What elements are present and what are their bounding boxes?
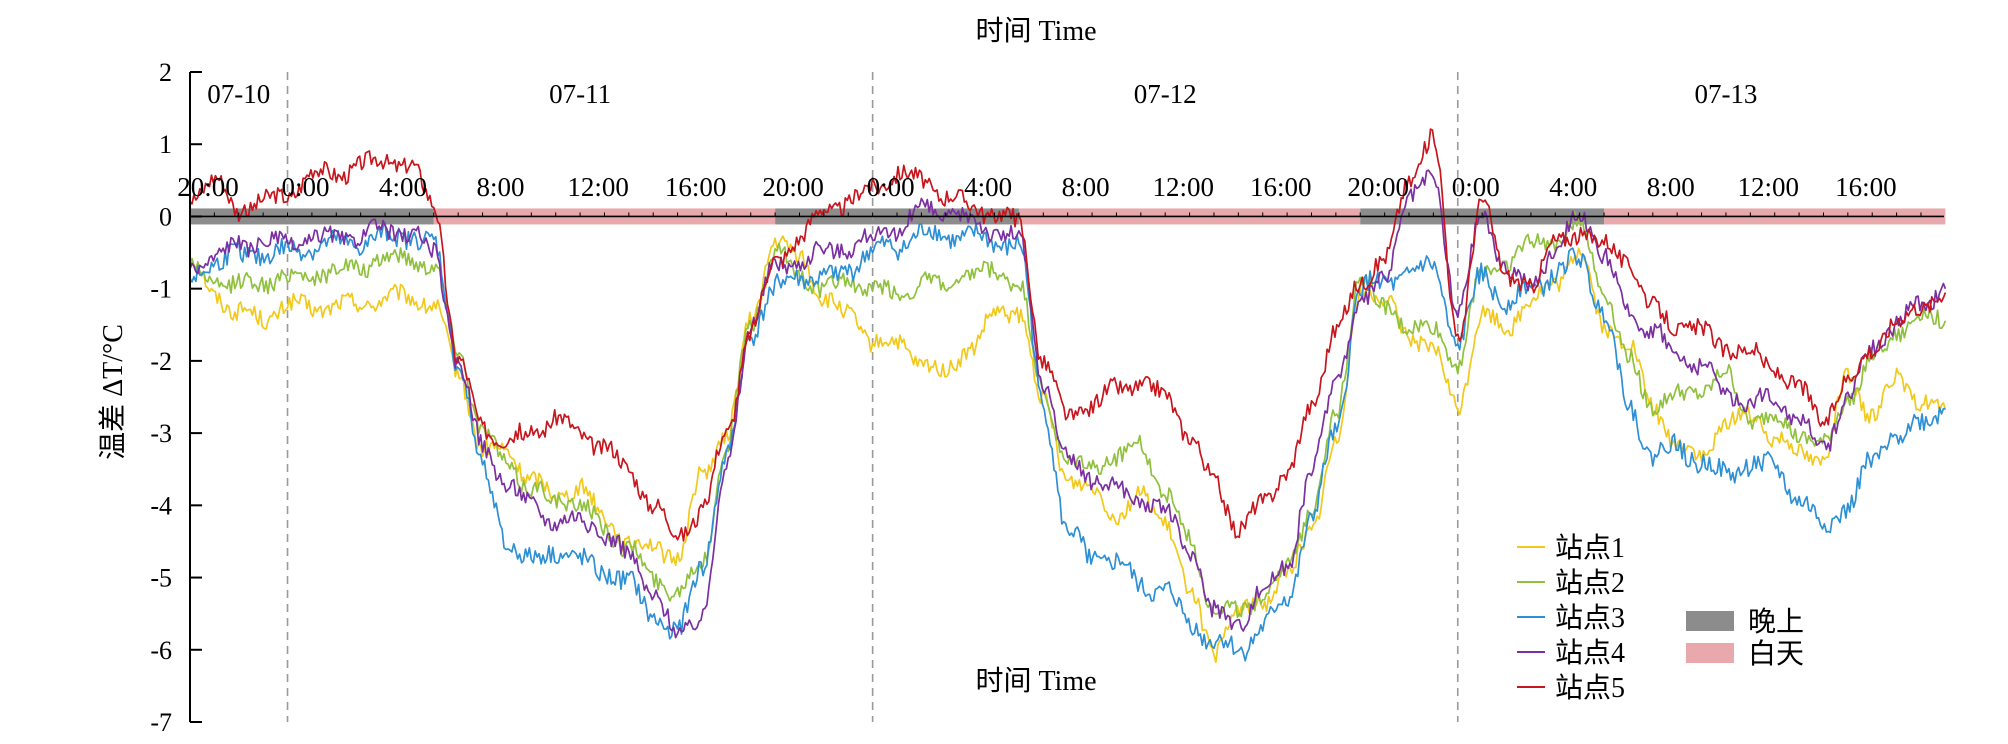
- legend-label-3: 站点3: [1555, 602, 1625, 634]
- y-tick-label: -5: [150, 564, 172, 593]
- time-tick-label: 8:00: [1647, 172, 1695, 202]
- time-tick-label: 12:00: [567, 172, 629, 202]
- time-tick-label: 12:00: [1152, 172, 1214, 202]
- series-line-4: [190, 170, 1945, 637]
- y-tick-label: -1: [150, 275, 172, 304]
- series-line-3: [190, 222, 1945, 660]
- y-tick-label: 0: [159, 202, 172, 231]
- legend-label-night: 晚上: [1748, 606, 1804, 638]
- y-tick-label: -3: [150, 419, 172, 448]
- time-tick-label: 4:00: [379, 172, 427, 202]
- legend-label-1: 站点1: [1555, 532, 1625, 564]
- time-tick-label: 8:00: [477, 172, 525, 202]
- time-tick-label: 20:00: [762, 172, 824, 202]
- y-tick-label: -4: [150, 491, 172, 520]
- y-tick-label: 2: [159, 58, 172, 87]
- time-tick-label: 20:00: [1347, 172, 1409, 202]
- time-tick-label: 16:00: [665, 172, 727, 202]
- legend-swatch-day: [1686, 643, 1734, 663]
- legend-label-2: 站点2: [1555, 567, 1625, 599]
- date-label: 07-11: [549, 79, 611, 109]
- time-tick-label: 20:00: [177, 172, 239, 202]
- time-tick-label: 0:00: [282, 172, 330, 202]
- y-tick-label: -6: [150, 636, 172, 665]
- y-tick-label: -2: [150, 347, 172, 376]
- time-tick-label: 16:00: [1250, 172, 1312, 202]
- y-tick-label: -7: [150, 708, 172, 737]
- time-tick-label: 16:00: [1835, 172, 1897, 202]
- series-line-1: [190, 236, 1945, 662]
- time-tick-label: 12:00: [1738, 172, 1800, 202]
- legend-label-day: 白天: [1748, 638, 1804, 670]
- day-separators: [288, 72, 1458, 722]
- date-label: 07-10: [207, 79, 270, 109]
- y-tick-label: 1: [159, 130, 172, 159]
- time-tick-label: 4:00: [1549, 172, 1597, 202]
- y-axis-title: 温差 ΔT/°C: [97, 324, 129, 460]
- time-tick-label: 8:00: [1062, 172, 1110, 202]
- date-label: 07-13: [1694, 79, 1757, 109]
- chart-title: 时间 Time: [975, 15, 1096, 47]
- time-tick-labels: 20:00 0:00 4:00 8:00 12:00 16:00 20:00 0:00 4:00…: [177, 172, 1896, 202]
- time-tick-label: 0:00: [867, 172, 915, 202]
- legend-label-5: 站点5: [1555, 672, 1625, 704]
- date-labels: 07-10 07-11 07-12 07-13: [207, 79, 1757, 109]
- time-tick-label: 0:00: [1452, 172, 1500, 202]
- date-label: 07-12: [1134, 79, 1197, 109]
- time-tick-label: 4:00: [964, 172, 1012, 202]
- legend-label-4: 站点4: [1555, 637, 1625, 669]
- x-axis-title: 时间 Time: [975, 665, 1096, 697]
- legend-swatch-night: [1686, 611, 1734, 631]
